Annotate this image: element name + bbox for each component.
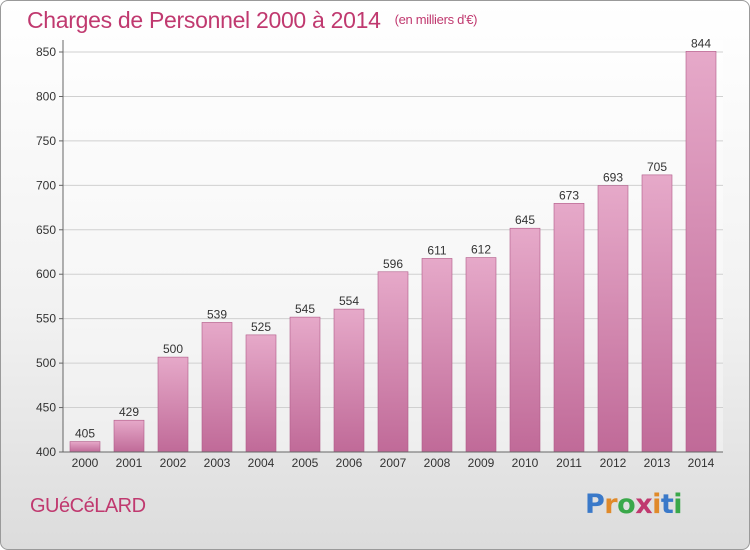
logo-letter: P (585, 489, 605, 520)
y-tick-label: 500 (36, 356, 56, 370)
value-label-2008: 611 (427, 243, 446, 257)
bar-2003 (201, 322, 233, 453)
x-tick-label-2004: 2004 (248, 456, 275, 470)
value-label-2000: 405 (75, 427, 95, 441)
y-tick-label: 600 (36, 267, 56, 281)
chart-subtitle: (en milliers d'€) (394, 12, 478, 27)
x-tick-label-2003: 2003 (204, 456, 231, 470)
y-tick-label: 850 (36, 45, 56, 59)
y-tick-label: 800 (36, 89, 56, 103)
y-tick-label: 750 (36, 134, 56, 148)
bar-2012 (597, 185, 629, 453)
x-tick-label-2007: 2007 (380, 456, 407, 470)
bar-2007 (377, 271, 409, 453)
x-tick-label-2013: 2013 (644, 456, 671, 470)
bar-2013 (641, 174, 673, 453)
x-tick-label-2008: 2008 (424, 456, 451, 470)
bar-2000 (69, 441, 101, 453)
bar-2008 (421, 258, 453, 453)
x-tick-label-2009: 2009 (468, 456, 495, 470)
value-label-2003: 539 (207, 307, 227, 321)
logo-letter: i (673, 489, 683, 520)
value-label-2013: 705 (647, 160, 667, 174)
bar-2004 (245, 334, 277, 453)
bar-2009 (465, 257, 497, 453)
value-label-2012: 693 (603, 171, 623, 185)
y-tick-label: 550 (36, 312, 56, 326)
value-label-2010: 645 (515, 213, 535, 227)
logo-letter: i (652, 489, 661, 520)
bar-2005 (289, 316, 321, 453)
value-label-2005: 545 (295, 302, 315, 316)
bar-2002 (157, 356, 189, 453)
x-tick-label-2012: 2012 (600, 456, 627, 470)
value-label-2011: 673 (559, 188, 579, 202)
proxiti-logo: Proxiti (585, 489, 683, 520)
value-label-2004: 525 (251, 320, 271, 334)
value-label-2001: 429 (119, 405, 139, 419)
bar-2010 (509, 227, 541, 453)
bar-2006 (333, 308, 365, 453)
x-tick-label-2011: 2011 (556, 456, 582, 470)
title-text: Charges de Personnel 2000 à 2014 (27, 7, 381, 33)
bar-2014 (685, 51, 717, 453)
value-label-2014: 844 (691, 36, 711, 50)
bar-2011 (553, 203, 585, 453)
logo-letter: t (660, 489, 674, 520)
value-label-2006: 554 (339, 294, 359, 308)
logo-letter: o (617, 489, 636, 520)
x-tick-label-2005: 2005 (292, 456, 319, 470)
value-label-2002: 500 (163, 342, 183, 356)
x-tick-label-2010: 2010 (512, 456, 539, 470)
logo-letter: r (604, 489, 618, 520)
x-tick-label-2000: 2000 (72, 456, 99, 470)
logo-letter: x (635, 489, 653, 520)
bar-2001 (113, 419, 145, 453)
x-tick-label-2001: 2001 (116, 456, 143, 470)
value-label-2007: 596 (383, 257, 403, 271)
x-tick-label-2014: 2014 (688, 456, 715, 470)
y-tick-label: 400 (36, 445, 56, 459)
x-tick-label-2006: 2006 (336, 456, 363, 470)
chart-title: Charges de Personnel 2000 à 2014 (en mill… (27, 7, 477, 34)
y-tick-label: 450 (36, 401, 56, 415)
y-tick-label: 700 (36, 178, 56, 192)
commune-name: GUéCéLARD (30, 495, 146, 517)
value-label-2009: 612 (471, 243, 491, 257)
x-tick-label-2002: 2002 (160, 456, 187, 470)
y-tick-label: 650 (36, 223, 56, 237)
